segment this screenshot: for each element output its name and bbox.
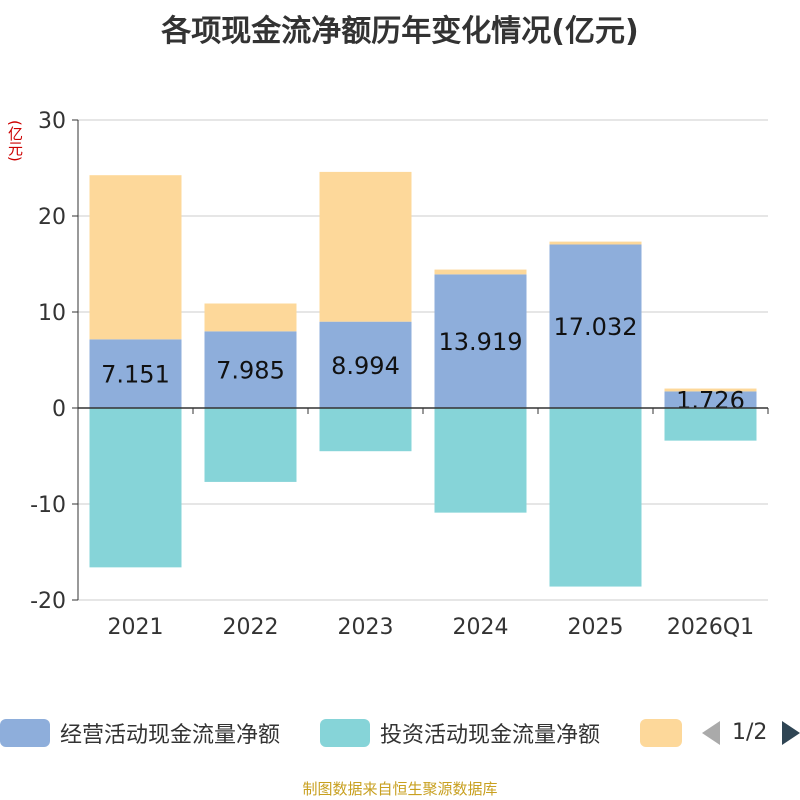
x-tick-label-2025: 2025 xyxy=(568,615,624,640)
bar-2022-series-2 xyxy=(204,303,297,332)
legend-prev-page-icon[interactable] xyxy=(702,721,720,745)
legend-pager: 1/2 xyxy=(700,718,800,748)
bar-2023-series-0 xyxy=(319,321,412,408)
bar-2022-series-1 xyxy=(204,408,297,482)
y-tick-label: 30 xyxy=(38,109,66,134)
legend-swatch-operating xyxy=(0,719,50,747)
bar-2024-series-1 xyxy=(434,408,527,513)
x-tick-label-2023: 2023 xyxy=(338,615,394,640)
y-tick-label: 20 xyxy=(38,205,66,230)
legend-next-page-icon[interactable] xyxy=(782,721,800,745)
data-label-2025: 17.032 xyxy=(554,313,638,341)
y-tick-label: -20 xyxy=(30,589,66,614)
data-source-note: 制图数据来自恒生聚源数据库 xyxy=(302,780,498,798)
bar-2024-series-0 xyxy=(434,274,527,408)
legend-label-operating: 经营活动现金流量净额 xyxy=(60,723,281,748)
y-axis-unit-label: (亿元) xyxy=(6,120,24,162)
bar-2021-series-0 xyxy=(89,339,182,408)
y-tick-label: 0 xyxy=(52,397,66,422)
data-label-2022: 7.985 xyxy=(216,357,285,385)
y-tick-label: 10 xyxy=(38,301,66,326)
x-tick-label-2024: 2024 xyxy=(453,615,509,640)
legend-page-indicator: 1/2 xyxy=(732,720,768,745)
bar-2025-series-1 xyxy=(549,408,642,587)
legend-item-financing[interactable] xyxy=(640,718,682,748)
bar-2023-series-1 xyxy=(319,408,412,452)
data-label-2024: 13.919 xyxy=(439,328,523,356)
legend: 经营活动现金流量净额 投资活动现金流量净额 1/2 xyxy=(0,712,800,756)
bar-2021-series-1 xyxy=(89,408,182,568)
bar-2025-series-2 xyxy=(549,241,642,245)
legend-swatch-financing xyxy=(640,719,682,747)
chart-title: 各项现金流净额历年变化情况(亿元) xyxy=(161,14,639,49)
x-tick-label-2022: 2022 xyxy=(223,615,279,640)
bar-2026Q1-series-1 xyxy=(664,408,757,441)
bar-2023-series-2 xyxy=(319,171,412,322)
legend-item-investing[interactable]: 投资活动现金流量净额 xyxy=(320,718,600,748)
bar-2022-series-0 xyxy=(204,331,297,408)
legend-swatch-investing xyxy=(320,719,370,747)
bar-2021-series-2 xyxy=(89,175,182,340)
data-label-2021: 7.151 xyxy=(101,361,170,389)
legend-label-investing: 投资活动现金流量净额 xyxy=(380,723,601,748)
data-label-2026Q1: 1.726 xyxy=(676,387,745,415)
bar-2026Q1-series-2 xyxy=(664,388,757,392)
chart-canvas: 30 20 10 0 -10 -20 7.151 7.985 8.994 13.919 17.032… xyxy=(30,109,769,640)
x-tick-label-2026Q1: 2026Q1 xyxy=(667,615,754,640)
bar-2025-series-0 xyxy=(549,244,642,408)
legend-item-operating[interactable]: 经营活动现金流量净额 xyxy=(0,718,280,748)
bar-2024-series-2 xyxy=(434,269,527,275)
bar-2026Q1-series-0 xyxy=(664,391,757,408)
data-label-2023: 8.994 xyxy=(331,352,400,380)
y-tick-label: -10 xyxy=(30,493,66,518)
x-tick-label-2021: 2021 xyxy=(108,615,164,640)
